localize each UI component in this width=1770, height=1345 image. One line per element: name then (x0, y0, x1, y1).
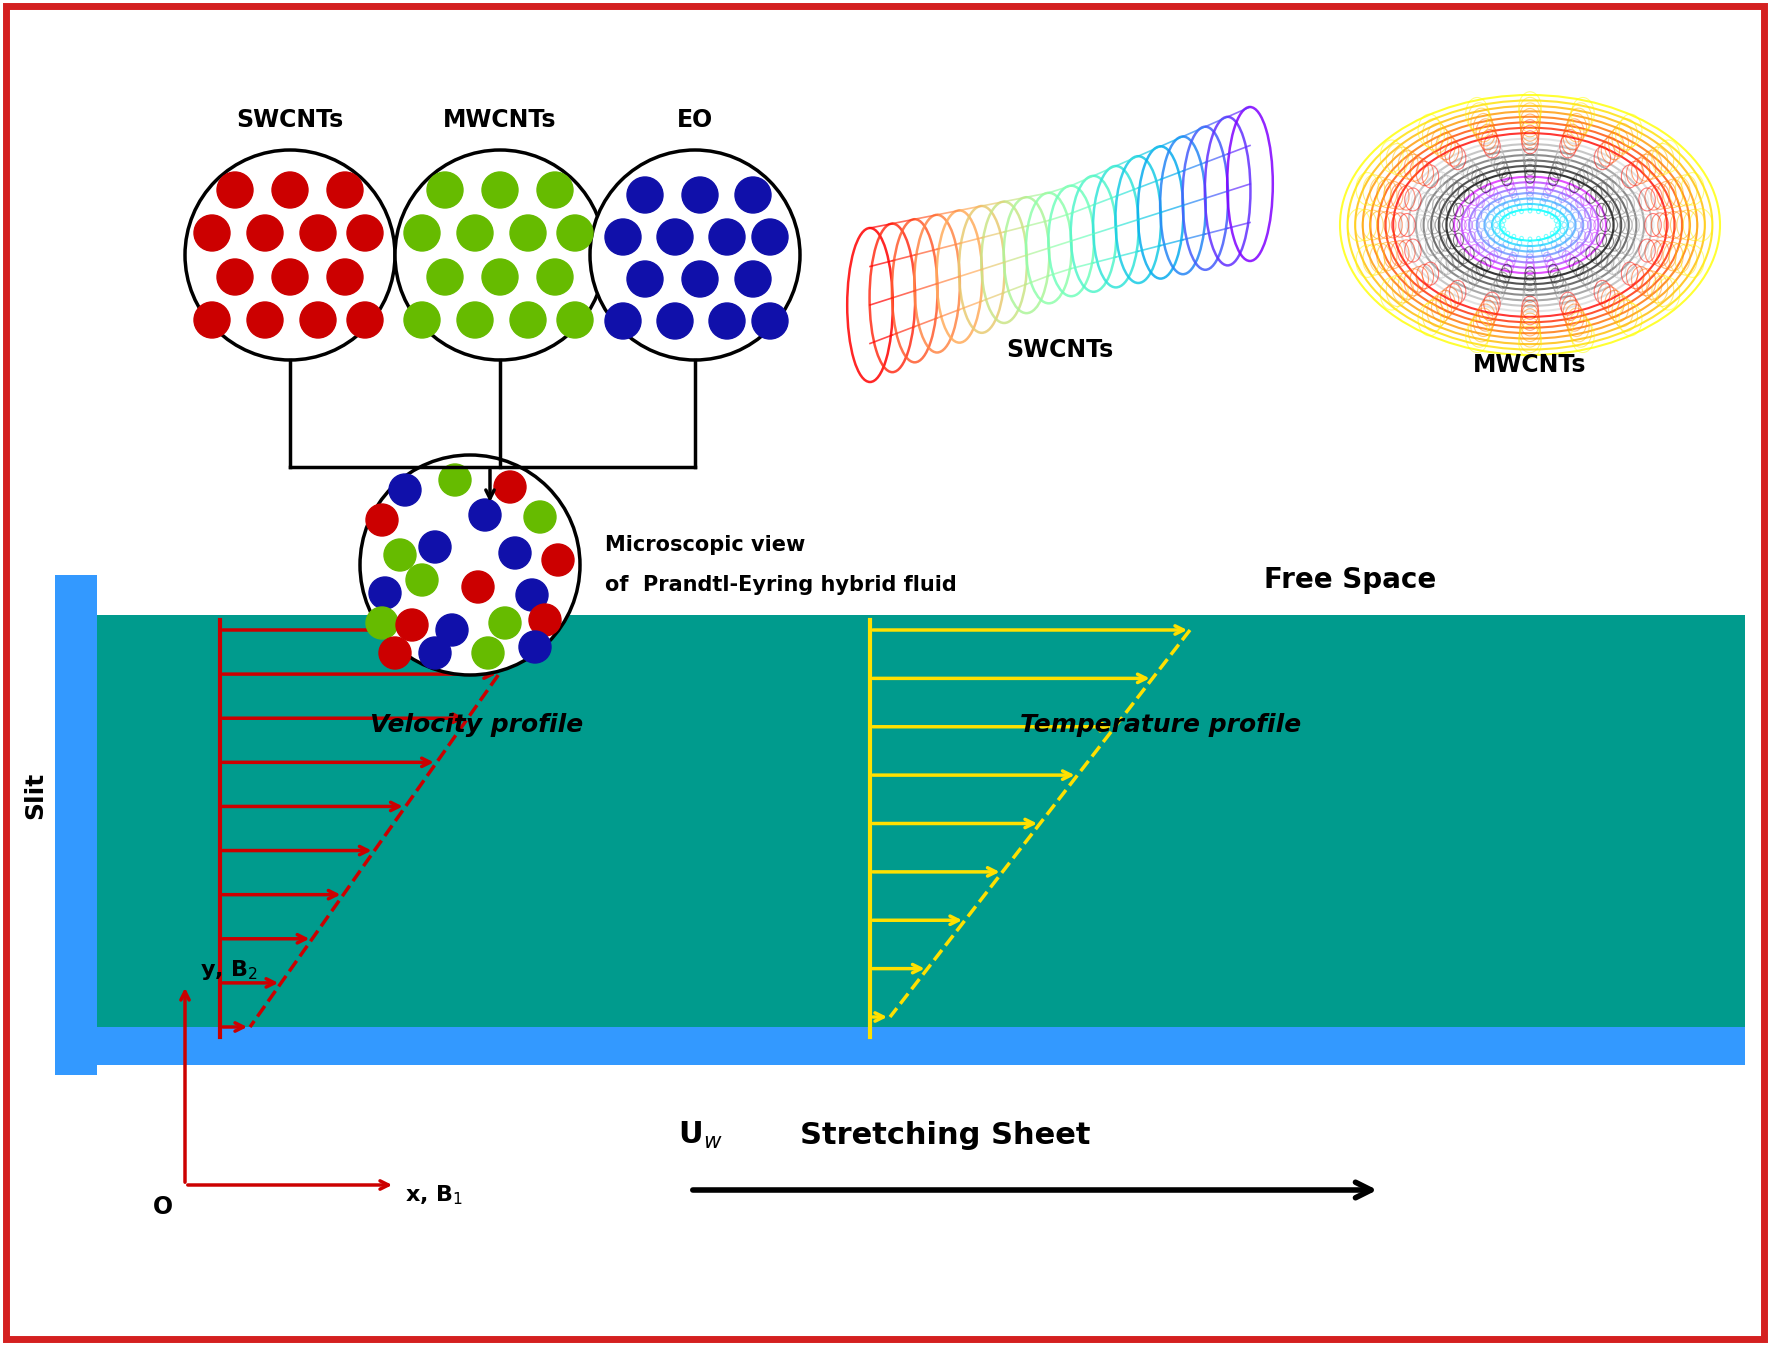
Circle shape (427, 172, 464, 208)
Circle shape (657, 219, 694, 256)
Text: Temperature profile: Temperature profile (1020, 713, 1301, 737)
Circle shape (248, 215, 283, 252)
Circle shape (327, 260, 363, 295)
Text: MWCNTs: MWCNTs (442, 108, 558, 132)
Text: x, B$_1$: x, B$_1$ (405, 1184, 464, 1206)
Circle shape (627, 178, 664, 213)
Circle shape (405, 564, 437, 596)
Circle shape (273, 172, 308, 208)
Circle shape (195, 215, 230, 252)
Text: O: O (152, 1194, 173, 1219)
Circle shape (347, 215, 382, 252)
Text: U$_w$: U$_w$ (678, 1119, 722, 1150)
Text: Free Space: Free Space (1264, 566, 1435, 594)
Circle shape (366, 504, 398, 537)
Ellipse shape (359, 455, 581, 675)
Circle shape (473, 638, 504, 668)
Circle shape (517, 578, 549, 611)
Circle shape (481, 172, 519, 208)
Text: SWCNTs: SWCNTs (237, 108, 343, 132)
Text: Microscopic view: Microscopic view (605, 535, 805, 555)
Circle shape (248, 303, 283, 338)
Circle shape (752, 219, 788, 256)
Circle shape (435, 615, 467, 646)
Circle shape (273, 260, 308, 295)
Circle shape (558, 303, 593, 338)
Circle shape (735, 178, 772, 213)
Circle shape (218, 172, 253, 208)
Circle shape (524, 500, 556, 533)
Text: Velocity profile: Velocity profile (370, 713, 584, 737)
Circle shape (218, 260, 253, 295)
Circle shape (469, 499, 501, 531)
Circle shape (347, 303, 382, 338)
Circle shape (419, 638, 451, 668)
Bar (97, 1028, 1745, 1065)
Circle shape (510, 215, 545, 252)
Circle shape (489, 607, 520, 639)
Circle shape (499, 537, 531, 569)
Circle shape (519, 631, 550, 663)
Bar (55, 576, 97, 1075)
Text: Stretching Sheet: Stretching Sheet (800, 1120, 1090, 1150)
Circle shape (681, 178, 719, 213)
Circle shape (379, 638, 411, 668)
Circle shape (299, 303, 336, 338)
Circle shape (457, 303, 494, 338)
Circle shape (542, 543, 573, 576)
Circle shape (510, 303, 545, 338)
Circle shape (529, 604, 561, 636)
Circle shape (558, 215, 593, 252)
Circle shape (389, 473, 421, 506)
Circle shape (735, 261, 772, 297)
Text: EO: EO (676, 108, 713, 132)
Circle shape (368, 577, 402, 609)
Circle shape (427, 260, 464, 295)
Text: of  Prandtl-Eyring hybrid fluid: of Prandtl-Eyring hybrid fluid (605, 576, 958, 594)
Circle shape (627, 261, 664, 297)
Circle shape (710, 303, 745, 339)
Ellipse shape (186, 151, 395, 360)
Ellipse shape (589, 151, 800, 360)
Circle shape (605, 303, 641, 339)
Circle shape (536, 260, 573, 295)
Circle shape (366, 607, 398, 639)
Circle shape (195, 303, 230, 338)
Ellipse shape (395, 151, 605, 360)
Circle shape (404, 303, 441, 338)
Circle shape (752, 303, 788, 339)
Text: SWCNTs: SWCNTs (1007, 338, 1113, 362)
Circle shape (605, 219, 641, 256)
Text: Slit: Slit (23, 772, 48, 819)
Circle shape (657, 303, 694, 339)
Text: MWCNTs: MWCNTs (1473, 352, 1586, 377)
Circle shape (494, 471, 526, 503)
Circle shape (384, 539, 416, 572)
Circle shape (457, 215, 494, 252)
Circle shape (681, 261, 719, 297)
Circle shape (481, 260, 519, 295)
Text: y, B$_2$: y, B$_2$ (200, 958, 258, 982)
Circle shape (462, 572, 494, 603)
Circle shape (439, 464, 471, 496)
Circle shape (710, 219, 745, 256)
Circle shape (299, 215, 336, 252)
Circle shape (536, 172, 573, 208)
Circle shape (396, 609, 428, 642)
Circle shape (404, 215, 441, 252)
Bar (97, 615, 1745, 1050)
Circle shape (419, 531, 451, 564)
Circle shape (327, 172, 363, 208)
